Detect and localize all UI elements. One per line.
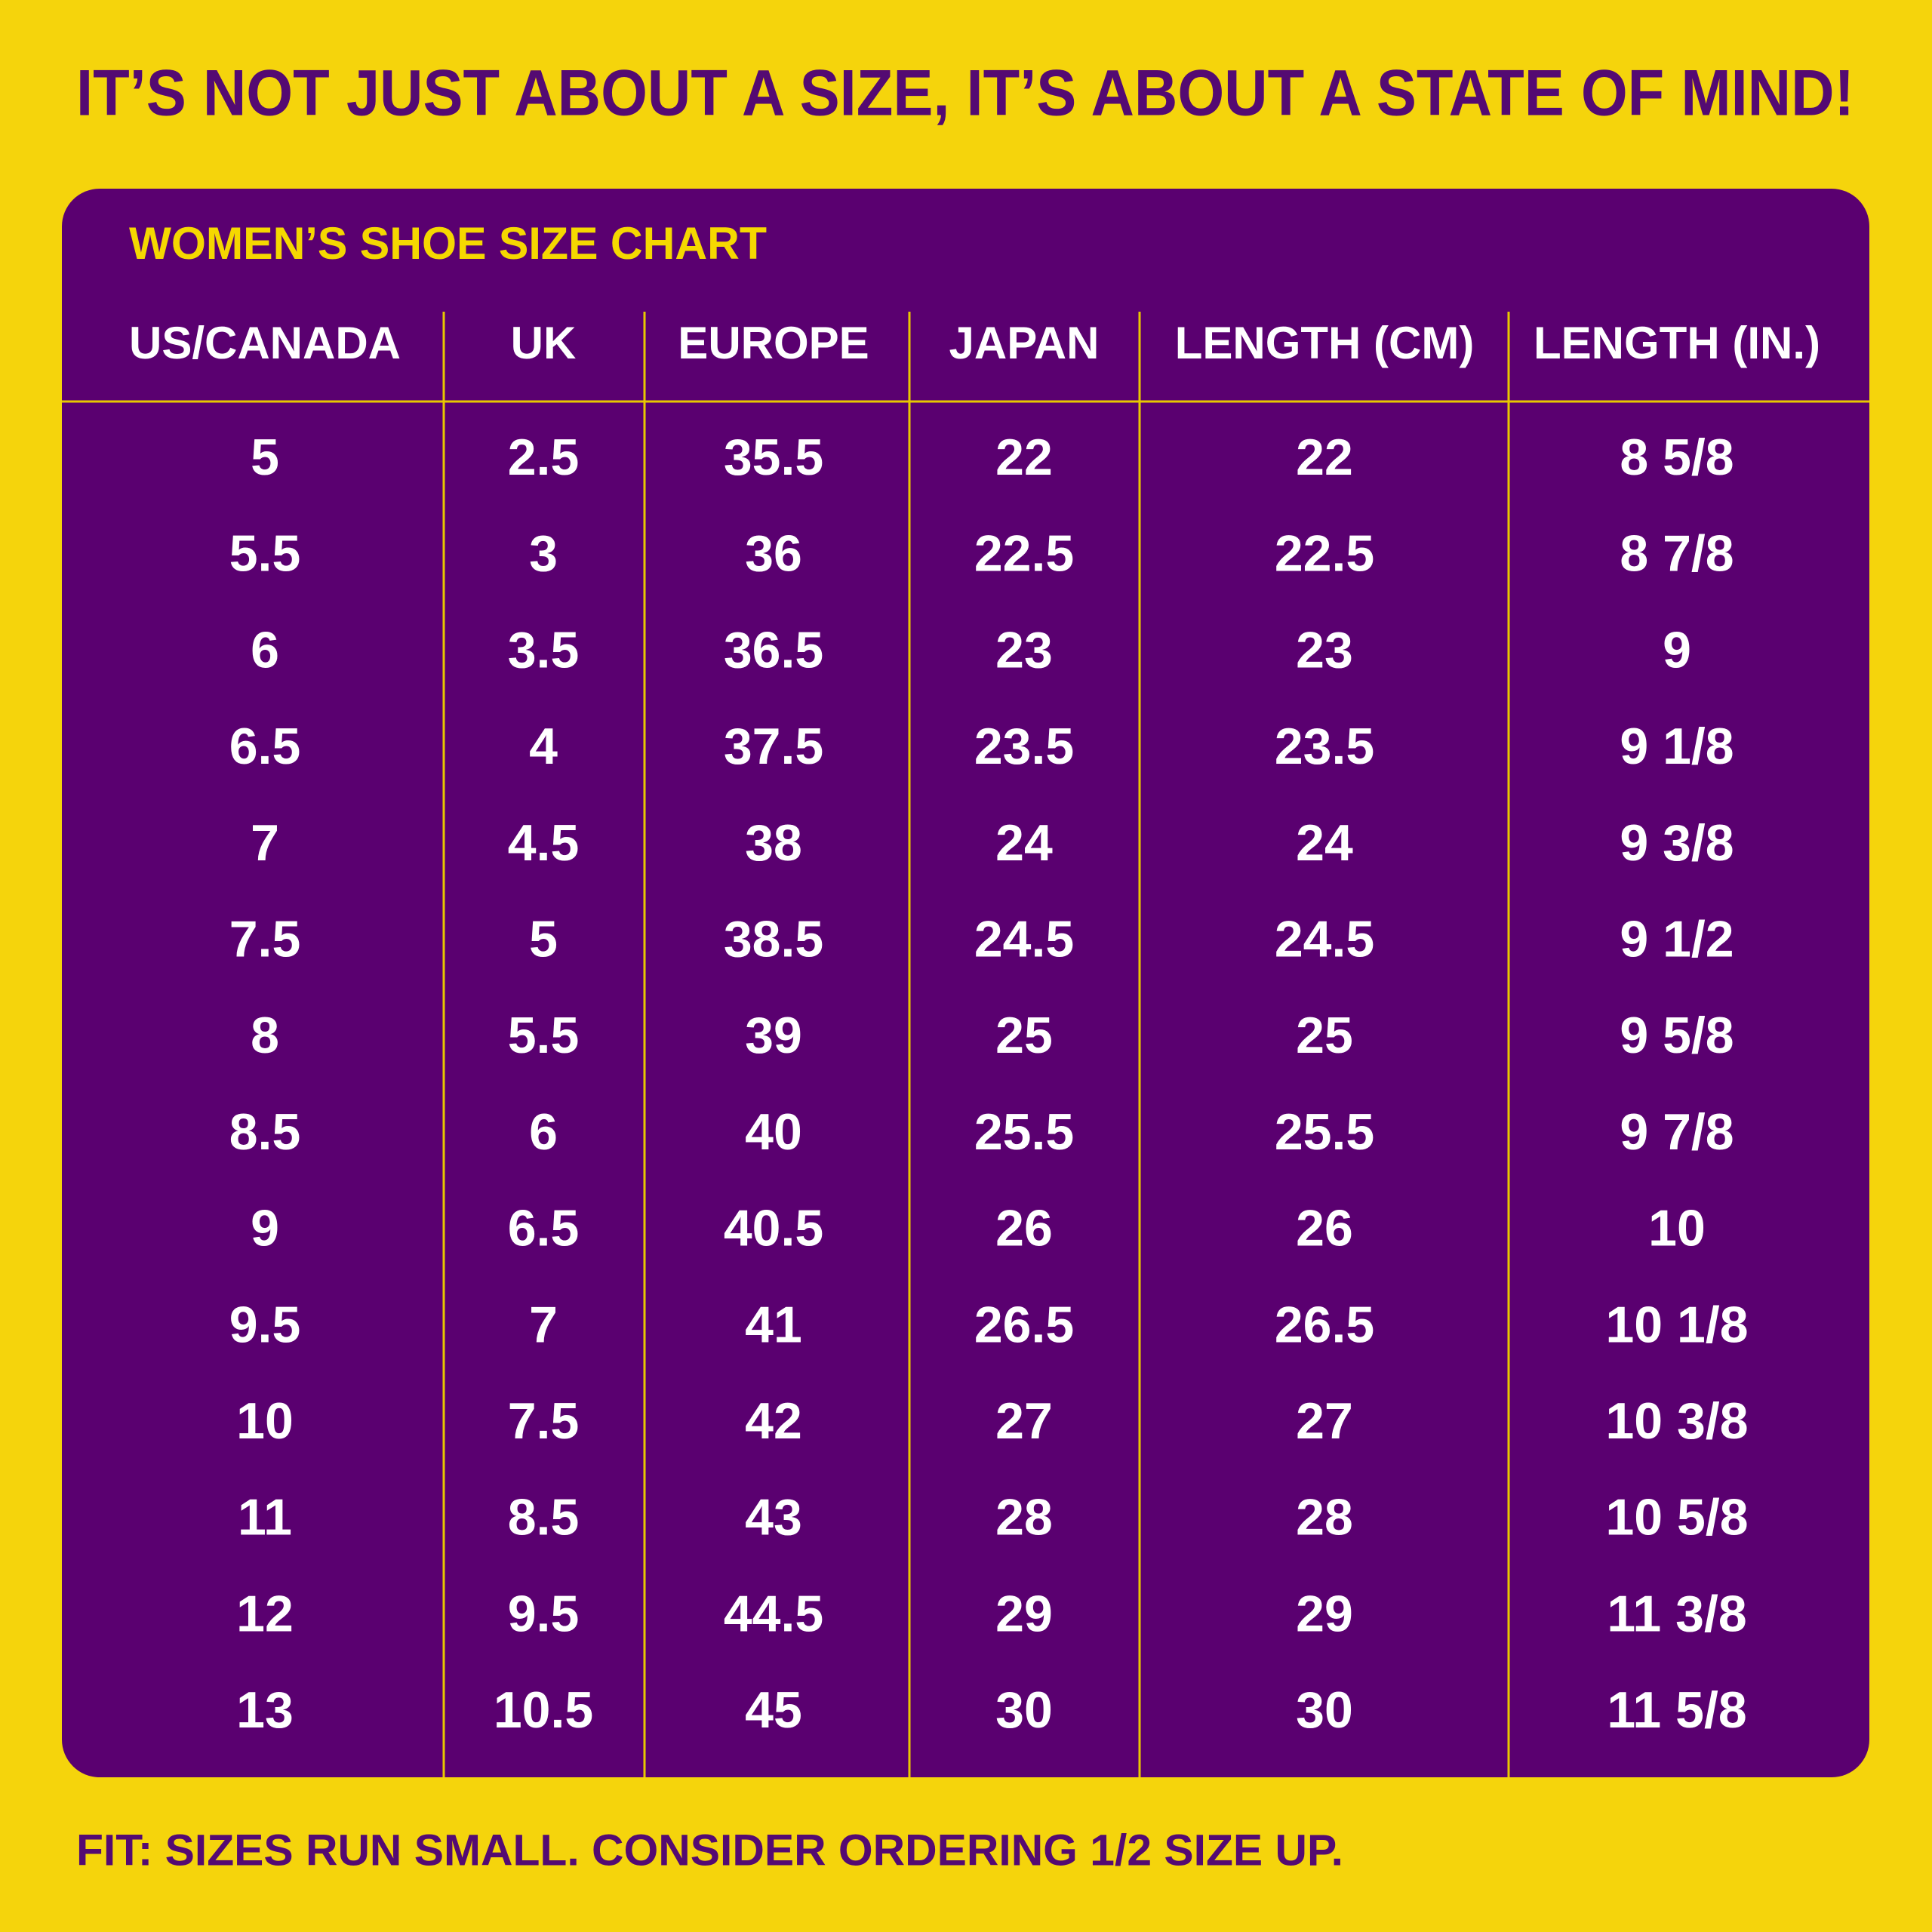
table-cell: 23	[995, 621, 1053, 678]
table-cell: 2.5	[508, 429, 580, 486]
table-cell: 26.5	[1275, 1296, 1374, 1353]
table-cell: 25	[1296, 1007, 1353, 1064]
table-cell: 38.5	[724, 910, 823, 968]
table-cell: 8.5	[229, 1103, 301, 1161]
table-cell: 9 3/8	[1620, 814, 1734, 872]
table-cell: 36	[745, 525, 802, 583]
table-cell: 25.5	[974, 1103, 1074, 1161]
table-cell: 39	[745, 1007, 802, 1064]
table-cell: 25.5	[1275, 1103, 1374, 1161]
column-header: US/CANADA	[129, 318, 401, 368]
table-cell: 24	[1296, 814, 1353, 872]
table-cell: 24	[995, 814, 1053, 872]
column-header: LENGTH (CM)	[1175, 318, 1475, 368]
table-cell: 9	[1663, 621, 1691, 678]
table-cell: 40	[745, 1103, 802, 1161]
table-cell: 5	[251, 429, 279, 486]
table-cell: 10	[236, 1392, 294, 1450]
table-cell: 30	[995, 1681, 1053, 1739]
table-panel	[62, 189, 1869, 1777]
table-cell: 9 7/8	[1620, 1103, 1734, 1161]
table-cell: 29	[1296, 1585, 1353, 1642]
table-title: WOMEN’S SHOE SIZE CHART	[129, 218, 767, 269]
table-cell: 24.5	[1275, 910, 1374, 968]
table-cell: 26.5	[974, 1296, 1074, 1353]
table-cell: 8 7/8	[1620, 525, 1734, 583]
table-cell: 9	[251, 1200, 279, 1257]
table-cell: 26	[995, 1200, 1053, 1257]
column-header: UK	[511, 318, 577, 368]
table-cell: 13	[236, 1681, 294, 1739]
table-cell: 11	[238, 1489, 292, 1546]
table-cell: 8	[251, 1007, 279, 1064]
table-cell: 22.5	[974, 525, 1074, 583]
table-cell: 25	[995, 1007, 1053, 1064]
table-cell: 4	[529, 718, 558, 775]
table-cell: 8.5	[508, 1489, 580, 1546]
table-cell: 6	[251, 621, 279, 678]
table-cell: 28	[1296, 1489, 1353, 1546]
table-cell: 5	[529, 910, 558, 968]
table-cell: 22.5	[1275, 525, 1374, 583]
table-cell: 11 5/8	[1607, 1681, 1746, 1739]
table-cell: 7.5	[508, 1392, 580, 1450]
column-dividers	[442, 312, 1510, 1777]
table-cell: 27	[995, 1392, 1053, 1450]
table-cell: 10 1/8	[1605, 1296, 1748, 1353]
table-cell: 6	[529, 1103, 558, 1161]
table-cell: 41	[745, 1296, 802, 1353]
headline: IT’S NOT JUST ABOUT A SIZE, IT’S ABOUT A…	[76, 57, 1854, 130]
table-cell: 10 3/8	[1605, 1392, 1748, 1450]
table-cell: 10 5/8	[1605, 1489, 1748, 1546]
table-cell: 45	[745, 1681, 802, 1739]
table-cell: 26	[1296, 1200, 1353, 1257]
table-cell: 10	[1648, 1200, 1706, 1257]
table-cell: 9.5	[508, 1585, 580, 1642]
table-cell: 38	[745, 814, 802, 872]
table-cell: 6.5	[508, 1200, 580, 1257]
table-cell: 27	[1296, 1392, 1353, 1450]
table-cell: 36.5	[724, 621, 823, 678]
table-cell: 23	[1296, 621, 1353, 678]
table-cell: 37.5	[724, 718, 823, 775]
table-cell: 12	[236, 1585, 294, 1642]
table-cell: 6.5	[229, 718, 301, 775]
table-cell: 9.5	[229, 1296, 301, 1353]
table-cell: 11 3/8	[1607, 1585, 1746, 1642]
table-cell: 30	[1296, 1681, 1353, 1739]
table-cell: 35.5	[724, 429, 823, 486]
table-cell: 9 1/8	[1620, 718, 1734, 775]
table-cell: 40.5	[724, 1200, 823, 1257]
table-cell: 24.5	[974, 910, 1074, 968]
table-cell: 22	[995, 429, 1053, 486]
table-cell: 44.5	[724, 1585, 823, 1642]
table-cell: 7.5	[229, 910, 301, 968]
table-cell: 5.5	[508, 1007, 580, 1064]
table-cell: 5.5	[229, 525, 301, 583]
table-cell: 7	[529, 1296, 558, 1353]
table-cell: 43	[745, 1489, 802, 1546]
table-cell: 10.5	[494, 1681, 593, 1739]
column-header: LENGTH (IN.)	[1534, 318, 1820, 368]
table-cell: 23.5	[1275, 718, 1374, 775]
table-cell: 42	[745, 1392, 802, 1450]
table-cell: 28	[995, 1489, 1053, 1546]
table-cell: 29	[995, 1585, 1053, 1642]
table-cell: 7	[251, 814, 279, 872]
table-cell: 3.5	[508, 621, 580, 678]
table-cell: 4.5	[508, 814, 580, 872]
footer-note: FIT: SIZES RUN SMALL. CONSIDER ORDERING …	[76, 1826, 1343, 1875]
column-header: JAPAN	[949, 318, 1100, 368]
table-cell: 9 1/2	[1620, 910, 1734, 968]
table-cell: 3	[529, 525, 558, 583]
table-cell: 9 5/8	[1620, 1007, 1734, 1064]
table-cells: US/CANADA UK EUROPE JAPAN LENGTH (CM) LENGTH …	[129, 318, 1820, 1739]
table-cell: 23.5	[974, 718, 1074, 775]
column-header: EUROPE	[678, 318, 869, 368]
table-cell: 22	[1296, 429, 1353, 486]
table-cell: 8 5/8	[1620, 429, 1734, 486]
